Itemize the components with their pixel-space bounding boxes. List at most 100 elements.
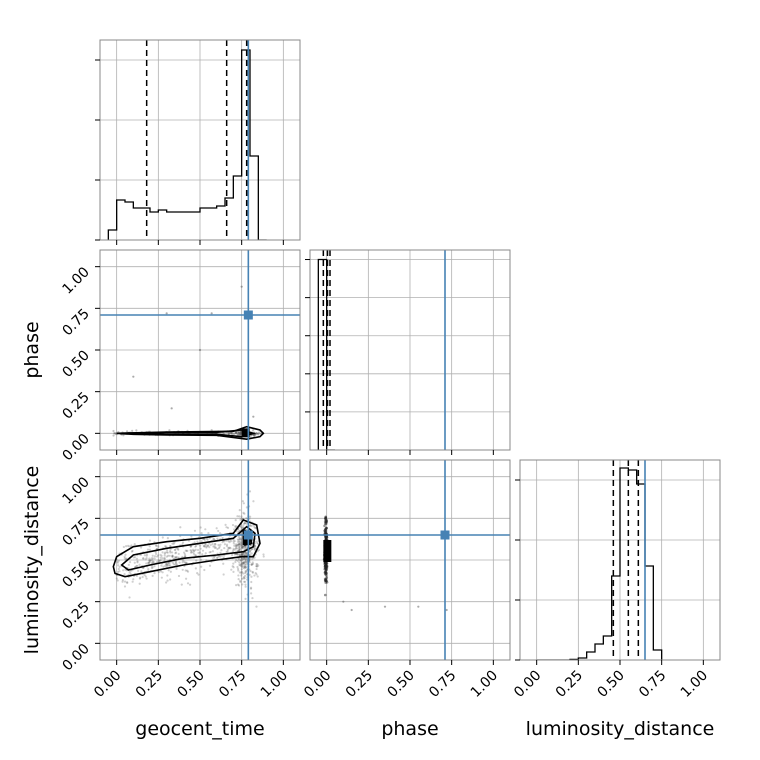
sample-point xyxy=(217,546,221,550)
sample-point xyxy=(238,541,241,544)
scatter-luminosity-distance-vs-phase xyxy=(310,460,510,660)
sample-point xyxy=(194,545,197,548)
sample-point xyxy=(201,553,204,556)
sample-point xyxy=(144,558,147,561)
sample-point xyxy=(168,554,171,557)
sample-point xyxy=(155,555,159,558)
sample-point xyxy=(176,547,180,551)
sample-point xyxy=(118,570,121,573)
sample-point xyxy=(256,563,259,566)
sample-point xyxy=(237,431,241,434)
sample-point xyxy=(239,430,242,433)
sample-point xyxy=(125,557,128,560)
sample-point xyxy=(243,565,246,569)
sample-point xyxy=(164,551,167,554)
sample-point xyxy=(173,541,176,544)
sample-point xyxy=(236,565,239,569)
frame-luminosity-distance-vs-geocent-time xyxy=(95,459,301,665)
sample-point xyxy=(244,570,248,573)
sample-point xyxy=(250,592,253,595)
sample-point xyxy=(228,541,231,544)
sample-point xyxy=(256,575,259,578)
sample-point xyxy=(255,432,258,435)
sample-point xyxy=(219,551,222,554)
sample-point xyxy=(213,545,216,548)
sample-point xyxy=(143,573,146,577)
x-tick-label: 0.25 xyxy=(553,668,586,701)
sample-point xyxy=(234,545,238,548)
sample-point xyxy=(178,561,181,564)
sample-point xyxy=(123,555,126,558)
sample-point xyxy=(135,429,138,432)
sample-point xyxy=(210,428,213,432)
sample-point xyxy=(237,549,241,552)
sample-point xyxy=(193,553,196,556)
sample-point xyxy=(245,506,248,509)
y-axis-label-luminosity-distance: luminosity_distance xyxy=(21,466,43,655)
sample-point xyxy=(253,574,256,577)
sample-point xyxy=(163,556,166,560)
sample-point xyxy=(239,518,242,521)
sample-point xyxy=(229,547,232,550)
sample-point xyxy=(241,526,244,529)
sample-point xyxy=(231,523,235,527)
sample-point xyxy=(244,583,247,586)
x-tick-label: 0.50 xyxy=(174,668,207,701)
sample-point xyxy=(171,554,174,558)
sample-point xyxy=(235,431,238,435)
sample-point xyxy=(234,431,237,435)
sample-point xyxy=(238,540,241,543)
sample-point xyxy=(157,559,160,562)
sample-point xyxy=(245,569,248,572)
sample-point xyxy=(163,554,166,557)
histogram-phase xyxy=(317,250,446,450)
sample-point xyxy=(255,567,258,571)
sample-point xyxy=(253,556,256,559)
x-tick-label: 0.75 xyxy=(426,668,459,701)
sample-point xyxy=(262,555,265,558)
sample-point xyxy=(185,561,188,564)
sample-point xyxy=(244,560,247,563)
sample-point xyxy=(169,570,172,573)
sample-point xyxy=(240,568,243,571)
grid-luminosity-distance-vs-geocent-time xyxy=(100,460,300,660)
sample-point xyxy=(171,554,174,557)
sample-point xyxy=(227,540,230,543)
sample-point xyxy=(251,571,254,574)
sample-point xyxy=(239,542,242,545)
y-tick-label: 0.00 xyxy=(59,641,92,674)
sample-point xyxy=(190,549,193,552)
sample-point xyxy=(244,597,247,600)
sample-point xyxy=(127,544,130,547)
sample-point xyxy=(242,576,246,579)
sample-point xyxy=(240,559,243,562)
sample-point xyxy=(250,575,253,578)
sample-point xyxy=(159,570,163,573)
sample-point xyxy=(213,555,216,558)
sample-point xyxy=(132,578,135,581)
sample-point xyxy=(257,564,260,567)
sample-point xyxy=(241,553,244,556)
sample-point xyxy=(113,432,117,435)
sample-point xyxy=(215,556,219,560)
sample-point xyxy=(166,563,169,567)
sample-point xyxy=(250,563,253,567)
truth-marker xyxy=(243,530,253,540)
sample-point xyxy=(147,568,150,571)
sample-point xyxy=(148,548,151,551)
sample-point xyxy=(117,567,120,571)
sample-point xyxy=(183,553,187,556)
sample-point xyxy=(241,558,244,562)
sample-point xyxy=(160,554,163,557)
sample-point xyxy=(137,569,140,572)
sample-point xyxy=(136,561,139,564)
sample-point xyxy=(235,543,238,546)
sample-point xyxy=(214,546,217,549)
sample-point xyxy=(244,585,247,588)
sample-point xyxy=(323,524,326,528)
scatter-phase-vs-geocent-time xyxy=(100,250,300,450)
histogram-geocent-time xyxy=(107,40,267,240)
x-tick-label: 0.75 xyxy=(216,668,249,701)
sample-point xyxy=(199,547,202,550)
sample-point xyxy=(168,429,171,432)
